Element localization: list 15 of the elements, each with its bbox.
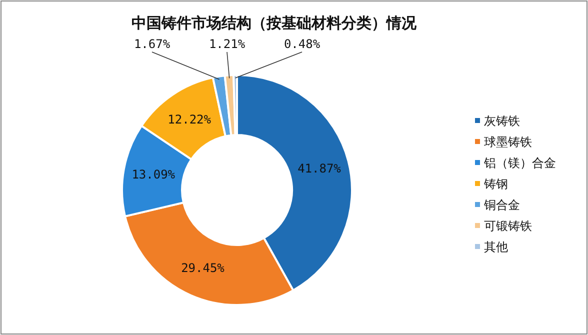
chart-title: 中国铸件市场结构（按基础材料分类）情况 <box>132 14 418 32</box>
legend-label: 球墨铸铁 <box>484 135 532 149</box>
data-label: 13.09% <box>132 168 176 182</box>
legend-label: 其他 <box>484 240 508 254</box>
data-label: 12.22% <box>168 112 212 127</box>
data-label: 1.21% <box>208 37 246 51</box>
data-label: 1.67% <box>134 37 171 51</box>
legend-label: 铜合金 <box>483 198 520 212</box>
data-label: 41.87% <box>298 162 342 176</box>
data-label: 29.45% <box>181 260 226 275</box>
legend-label: 灰铸铁 <box>484 114 520 128</box>
legend-label: 可锻铸铁 <box>484 219 532 233</box>
data-label: 0.48% <box>284 37 321 51</box>
legend-label: 铝（镁）合金 <box>483 156 556 170</box>
legend-label: 铸钢 <box>483 177 508 191</box>
